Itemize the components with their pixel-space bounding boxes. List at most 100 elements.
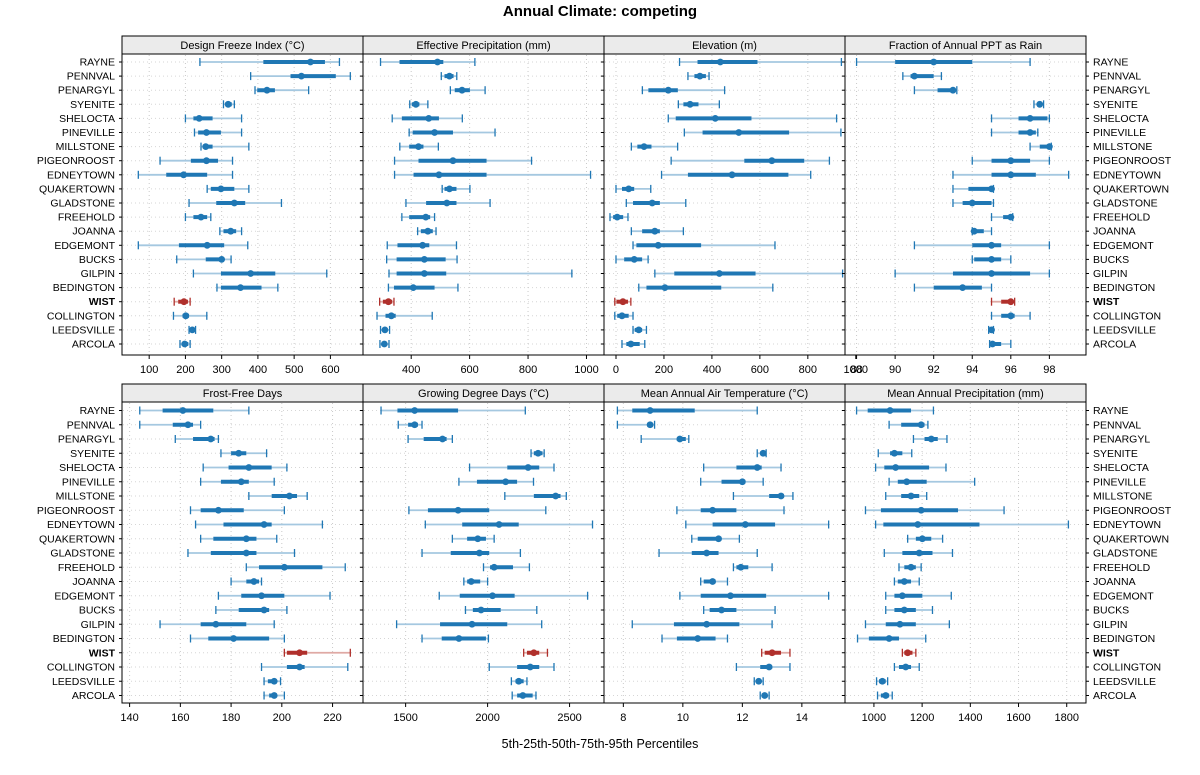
panel-row-1: Frost-Free Days 140 160 180 200 220 Growing De… [37,383,1172,724]
series-penargyl [254,86,310,95]
series-joanna [463,577,489,586]
median-dot [237,284,244,291]
median-dot [307,58,314,66]
median-dot [415,143,422,151]
median-dot [918,535,926,543]
series-bucks [885,606,934,614]
series-rayne [379,58,476,66]
series-leedsville [753,677,764,686]
median-dot [904,649,912,657]
median-dot [455,635,463,642]
axis-tick-label: 0 [613,364,619,376]
axis-tick-label: 12 [736,712,748,724]
series-arcola [621,340,646,348]
site-label-right: EDGEMONT [1093,590,1154,602]
median-dot [907,563,915,571]
site-label-left: EDGEMONT [54,590,115,602]
axis-tick-label: 92 [928,364,940,376]
site-label-left: LEEDSVILLE [52,676,115,688]
median-dot [988,185,995,193]
median-dot [419,241,426,249]
median-dot [218,256,226,263]
series-gilpin [654,269,844,278]
series-pineville [700,477,764,486]
series-penargyl [912,435,948,443]
median-dot [1026,115,1034,122]
series-leedsville [188,325,197,334]
panel-box [362,53,605,356]
series-edgemont [438,591,589,600]
series-arcola [179,340,191,348]
median-dot [477,606,485,614]
series-pigeonroost [393,156,533,165]
median-dot [891,449,898,457]
median-dot [959,284,967,291]
series-bucks [615,255,649,264]
series-syenite [1033,100,1045,109]
median-dot [646,421,654,429]
site-label-left: RAYNE [80,57,115,69]
median-dot [224,100,232,108]
site-label-right: BUCKS [1093,254,1129,266]
series-shelocta [703,463,782,472]
series-quakertown [952,184,995,193]
axis-tick-label: 96 [1005,364,1017,376]
median-dot [930,58,938,66]
median-dot [203,129,210,136]
series-pineville [199,477,275,486]
site-label-left: RAYNE [80,405,115,417]
site-label-right: QUAKERTOWN [1093,533,1169,545]
site-label-left: GILPIN [81,268,115,280]
series-bucks [703,606,776,614]
median-dot [454,506,462,514]
series-collington [172,311,208,320]
series-millstone [399,142,440,151]
site-label-left: EDGEMONT [54,240,115,252]
site-label-left: EDNEYTOWN [47,169,115,181]
site-label-left: FREEHOLD [58,562,116,574]
median-dot [467,578,475,585]
series-arcola [263,691,286,700]
median-dot [1007,213,1015,221]
median-dot [882,692,890,699]
median-dot [227,227,235,235]
median-dot [258,592,265,600]
site-label-left: SYENITE [70,99,115,111]
median-dot [270,692,278,699]
site-label-right: WIST [1093,647,1120,659]
panel-fraction-of-annual-ppt-as-rain: Fraction of Annual PPT as Rain 88 90 92 94 96… [842,35,1089,376]
series-bucks [176,255,232,264]
median-dot [970,227,978,235]
series-freehold [482,563,531,572]
median-dot [242,535,250,543]
median-dot [515,677,523,685]
site-label-right: PENARGYL [1093,85,1150,97]
site-label-right: JOANNA [1093,226,1136,238]
axis-tick-label: 1000 [862,712,886,724]
series-millstone [1029,142,1053,151]
series-edneytown [393,170,592,179]
median-dot [741,521,749,528]
median-dot [230,635,238,642]
series-pennval [888,420,929,429]
median-dot [476,549,483,557]
site-label-left: QUAKERTOWN [39,533,115,545]
median-dot [280,563,288,571]
median-dot [718,606,725,614]
panel-title: Fraction of Annual PPT as Rain [889,40,1042,52]
series-gladstone [952,199,995,207]
series-bucks [386,255,458,264]
series-pigeonroost [189,506,286,515]
series-bedington [387,283,459,292]
median-dot [422,213,430,221]
site-label-right: COLLINGTON [1093,662,1161,674]
median-dot [625,185,633,193]
panel-frost-free-days: Frost-Free Days 140 160 180 200 220 [119,383,366,724]
axis-tick-label: 180 [222,712,240,724]
median-dot [381,326,389,334]
series-leedsville [875,677,889,686]
median-dot [917,506,925,514]
series-leedsville [510,677,528,686]
series-shelocta [667,114,838,123]
series-pennval [440,72,458,81]
